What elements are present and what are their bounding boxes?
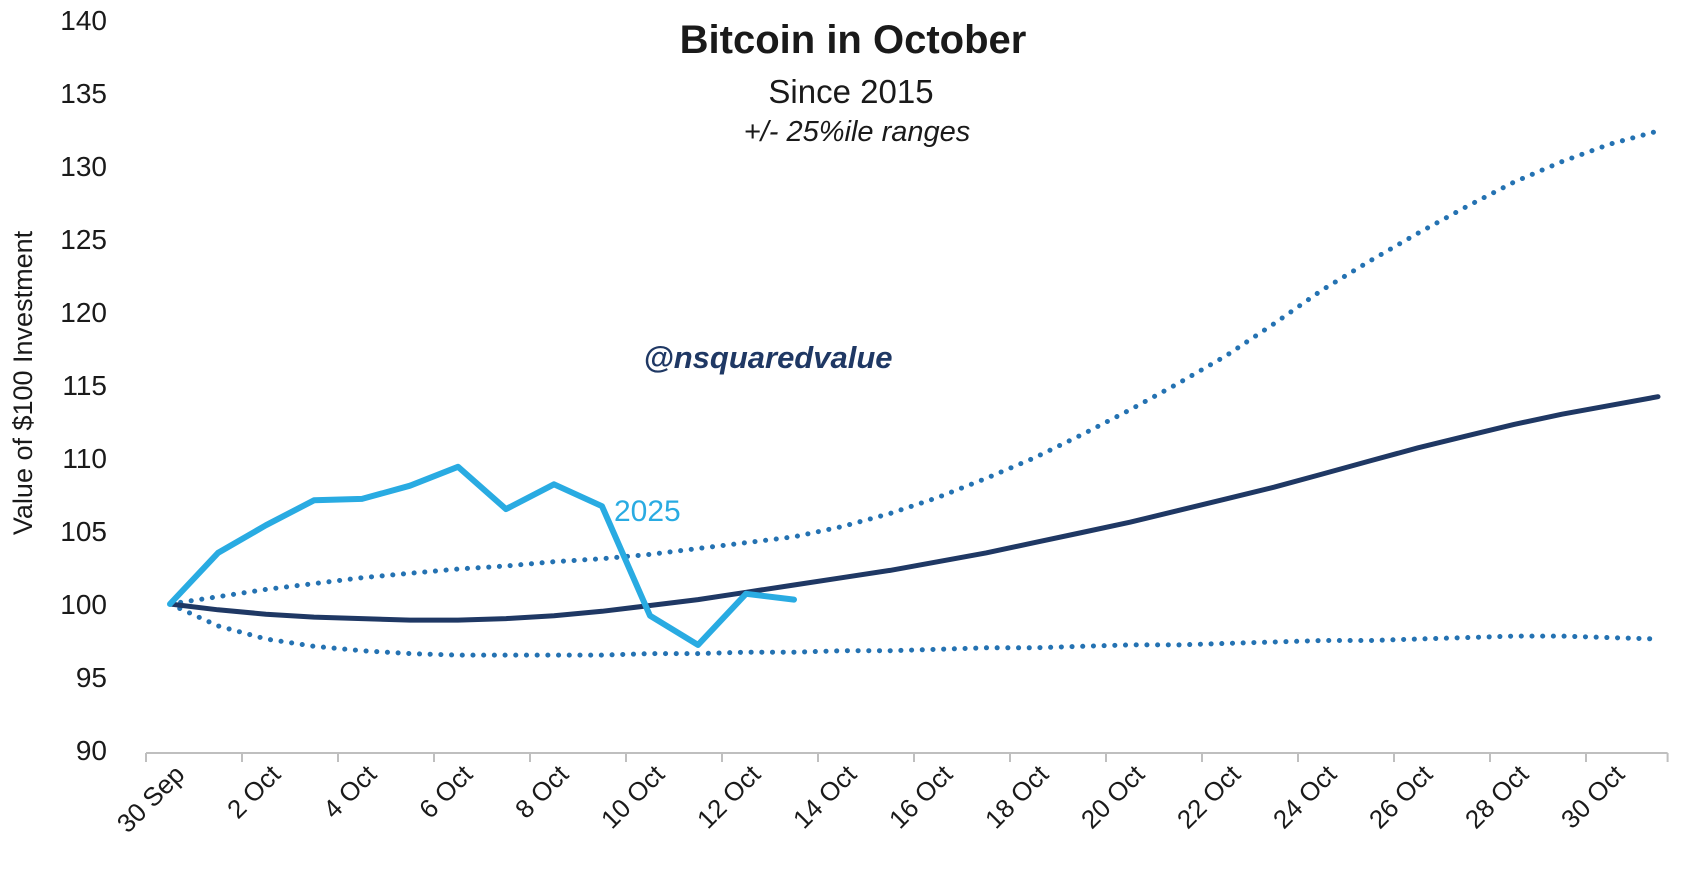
series-median-line	[167, 394, 1661, 623]
y-tick-label: 135	[60, 78, 107, 109]
y-tick-label: 115	[62, 370, 107, 401]
y-tick-label: 100	[60, 589, 107, 620]
chart-subtitle: Since 2015	[768, 73, 933, 110]
x-tick-label: 26 Oct	[1363, 758, 1439, 834]
y-tick-label: 120	[60, 297, 107, 328]
y-tick-label: 95	[76, 662, 107, 693]
y-tick-label: 105	[60, 516, 107, 547]
x-tick-label: 2 Oct	[221, 758, 287, 824]
y-axis-title: Value of $100 Investment	[8, 230, 38, 535]
series-lower-quartile-line	[167, 601, 1661, 658]
x-tick-label: 24 Oct	[1267, 758, 1343, 834]
y-tick-label: 130	[60, 151, 107, 182]
x-tick-label: 16 Oct	[883, 758, 959, 834]
y-tick-label: 125	[60, 224, 107, 255]
x-tick-label: 18 Oct	[979, 758, 1055, 834]
series-y2025-line	[167, 463, 797, 648]
chart-range-note: +/- 25%ile ranges	[744, 116, 971, 148]
y-tick-label: 140	[60, 5, 107, 36]
x-tick-label: 28 Oct	[1459, 758, 1535, 834]
y-tick-label: 110	[62, 443, 107, 474]
chart-title: Bitcoin in October	[680, 18, 1027, 62]
x-tick-label: 30 Oct	[1555, 758, 1631, 834]
x-tick-label: 8 Oct	[509, 758, 575, 824]
x-tick-label: 22 Oct	[1171, 758, 1247, 834]
series-upper-quartile-line	[167, 128, 1661, 607]
x-tick-label: 6 Oct	[413, 758, 479, 824]
x-tick-label: 4 Oct	[317, 758, 383, 824]
x-tick-label: 30 Sep	[111, 759, 190, 838]
series-layer	[167, 128, 1661, 658]
x-tick-label: 20 Oct	[1075, 758, 1151, 834]
series-label-2025: 2025	[614, 495, 681, 528]
y-tick-label: 90	[76, 735, 107, 766]
x-tick-label: 12 Oct	[691, 758, 767, 834]
watermark: @nsquaredvalue	[643, 340, 892, 375]
x-tick-label: 14 Oct	[787, 758, 863, 834]
x-tick-label: 10 Oct	[595, 758, 671, 834]
